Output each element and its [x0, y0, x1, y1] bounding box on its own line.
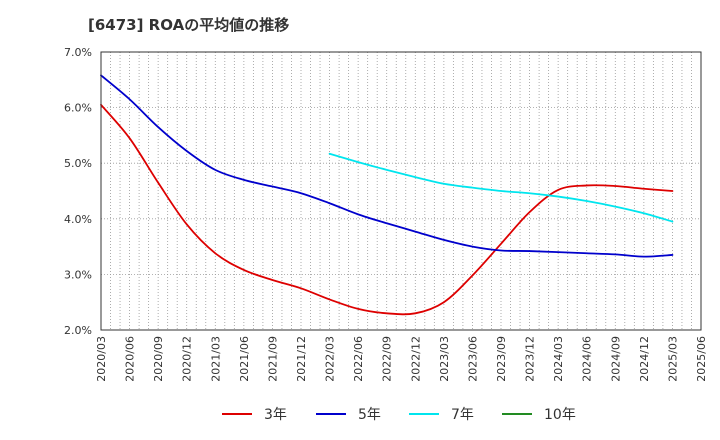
x-tick-label: 2021/12	[295, 336, 308, 382]
x-tick-label: 2020/09	[152, 336, 165, 382]
legend: 3年 5年 7年 10年	[222, 407, 576, 423]
plot-area-frame	[100, 51, 702, 331]
x-tick-label: 2022/03	[324, 336, 337, 382]
y-tick-label: 6.0%	[64, 102, 92, 115]
x-tick-label: 2021/03	[209, 336, 222, 382]
legend-label-7年: 7年	[451, 407, 474, 423]
x-tick-label: 2024/12	[638, 336, 651, 382]
x-tick-label: 2025/06	[695, 336, 708, 382]
x-tick-label: 2023/12	[524, 336, 537, 382]
x-tick-label: 2024/09	[609, 336, 622, 382]
x-tick-label: 2023/06	[466, 336, 479, 382]
x-tick-label: 2025/03	[666, 336, 679, 382]
series-lines	[100, 74, 674, 316]
y-tick-label: 4.0%	[64, 213, 92, 226]
x-tick-labels: 2020/03 2020/06 2020/09 2020/12 2021/03 2021/…	[95, 336, 708, 382]
y-tick-label: 2.0%	[64, 324, 92, 337]
x-tick-label: 2024/03	[552, 336, 565, 382]
legend-label-10年: 10年	[544, 407, 576, 423]
x-tick-label: 2024/06	[581, 336, 594, 382]
x-tick-label: 2021/09	[266, 336, 279, 382]
series-line-5年	[100, 74, 674, 258]
y-tick-labels: 2.0% 3.0% 4.0% 5.0% 6.0% 7.0%	[64, 46, 92, 337]
x-tick-label: 2021/06	[238, 336, 251, 382]
x-tick-label: 2020/12	[181, 336, 194, 382]
x-tick-label: 2022/09	[381, 336, 394, 382]
series-line-7年	[328, 152, 674, 223]
x-tick-label: 2020/06	[124, 336, 137, 382]
y-tick-label: 7.0%	[64, 46, 92, 59]
x-tick-label: 2022/12	[409, 336, 422, 382]
x-tick-label: 2022/06	[352, 336, 365, 382]
y-tick-label: 3.0%	[64, 268, 92, 281]
chart-title: [6473] ROAの平均値の推移	[88, 16, 290, 34]
series-line-3年	[100, 103, 674, 316]
y-tick-label: 5.0%	[64, 157, 92, 170]
grid	[101, 51, 701, 331]
x-tick-label: 2023/09	[495, 336, 508, 382]
legend-label-5年: 5年	[358, 407, 381, 423]
legend-label-3年: 3年	[264, 407, 287, 423]
x-tick-label: 2020/03	[95, 336, 108, 382]
x-tick-label: 2023/03	[438, 336, 451, 382]
